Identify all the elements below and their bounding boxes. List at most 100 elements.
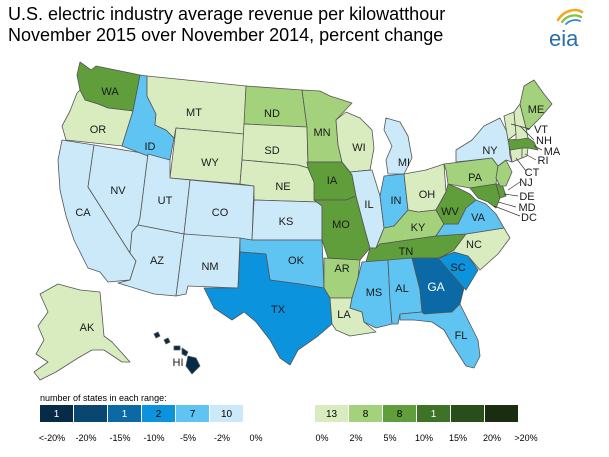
legend-negative-tick-3: -10%	[143, 433, 164, 443]
state-FL[interactable]	[399, 303, 481, 369]
label-NJ: NJ	[519, 177, 532, 189]
legend-negative-bin-count-0: 1	[54, 409, 60, 420]
label-MN: MN	[313, 127, 330, 139]
label-HI: HI	[173, 357, 184, 369]
label-MI: MI	[398, 157, 410, 169]
legend-positive-bin-1	[349, 405, 382, 422]
label-SD: SD	[264, 145, 279, 157]
state-NY[interactable]	[455, 117, 513, 167]
label-LA: LA	[337, 309, 351, 321]
state-HI[interactable]	[153, 331, 201, 375]
label-GA: GA	[427, 280, 444, 294]
legend-positive-bin-count-0: 13	[326, 409, 338, 420]
logo-text: eia	[549, 26, 579, 51]
state-AK[interactable]	[33, 283, 131, 381]
legend-negative-tick-0: <-20%	[39, 433, 65, 443]
label-AL: AL	[395, 283, 408, 295]
legend-positive-bin-4	[451, 405, 484, 422]
hi-island-kauai	[153, 331, 161, 339]
legend-negative-ticks: <-20% -20% -15% -10% -5% -2% 0%	[39, 433, 263, 443]
legend-negative-bin-count-4: 7	[190, 409, 196, 420]
leader-ma	[533, 145, 543, 151]
legend-negative-tick-1: -20%	[75, 433, 96, 443]
legend-negative-bin-5	[210, 405, 243, 422]
title-line-1: U.S. electric industry average revenue p…	[8, 4, 446, 24]
state-WV[interactable]	[435, 183, 477, 225]
label-KS: KS	[279, 216, 294, 228]
label-OH: OH	[419, 189, 436, 201]
state-WY[interactable]	[169, 127, 245, 185]
state-ME[interactable]	[519, 79, 553, 131]
state-labels: WA OR CA NV ID MT WY UT AZ CO NM ND SD N…	[75, 86, 561, 369]
label-AK: AK	[80, 322, 95, 334]
legend-negative-bin-1	[74, 405, 107, 422]
label-MO: MO	[332, 219, 350, 231]
state-TX[interactable]	[203, 251, 333, 366]
label-NV: NV	[110, 185, 126, 197]
legend-negative-bin-3	[142, 405, 175, 422]
label-WY: WY	[201, 157, 219, 169]
label-WA: WA	[101, 86, 119, 98]
state-RI[interactable]	[521, 147, 529, 159]
eia-logo: eia	[536, 6, 596, 52]
label-VT: VT	[534, 124, 548, 136]
legend-negative-tick-5: -2%	[214, 433, 230, 443]
state-MO[interactable]	[313, 195, 371, 261]
label-NM: NM	[201, 261, 218, 273]
label-AR: AR	[334, 263, 349, 275]
legend-positive-tick-6: >20%	[514, 433, 537, 443]
leader-md	[497, 201, 517, 208]
label-CA: CA	[75, 207, 91, 219]
label-IA: IA	[327, 175, 338, 187]
state-MA[interactable]	[507, 137, 539, 151]
legend-negative-tick-6: 0%	[249, 433, 262, 443]
leader-vt	[510, 123, 531, 130]
legend-caption: number of states in each range:	[40, 393, 167, 403]
map-title: U.S. electric industry average revenue p…	[8, 4, 445, 46]
label-RI: RI	[538, 155, 549, 167]
leader-nj	[507, 181, 521, 191]
label-ND: ND	[264, 108, 280, 120]
label-KY: KY	[411, 222, 426, 234]
legend-positive-tick-5: 20%	[483, 433, 501, 443]
legend-positive-bins: 13 8 8 1	[315, 405, 518, 422]
label-NE: NE	[275, 181, 290, 193]
state-WI[interactable]	[335, 111, 375, 173]
state-MI[interactable]	[383, 117, 413, 175]
label-DC: DC	[521, 212, 537, 224]
label-WI: WI	[352, 142, 365, 154]
label-MS: MS	[366, 287, 383, 299]
leader-ri	[524, 153, 537, 161]
title-line-2: November 2015 over November 2014, percen…	[8, 25, 444, 45]
legend-positive-tick-3: 10%	[415, 433, 433, 443]
label-NC: NC	[466, 239, 482, 251]
legend-positive-ticks: 0% 2% 5% 10% 15% 20% >20%	[315, 433, 537, 443]
legend-positive-bin-5	[485, 405, 518, 422]
state-NC[interactable]	[439, 227, 511, 271]
label-NH: NH	[536, 135, 552, 147]
legend-positive-tick-1: 2%	[349, 433, 362, 443]
label-OR: OR	[90, 124, 107, 136]
leader-ct	[515, 157, 527, 172]
legend-positive-bin-3	[417, 405, 450, 422]
label-CT: CT	[525, 167, 540, 179]
label-AZ: AZ	[150, 255, 164, 267]
leader-dc	[493, 205, 521, 217]
hi-island-maui	[181, 347, 189, 357]
legend-negative-bin-count-3: 2	[156, 409, 162, 420]
legend-positive-tick-2: 5%	[383, 433, 396, 443]
label-UT: UT	[158, 195, 173, 207]
legend-negative-bin-2	[108, 405, 141, 422]
legend-negative-bin-count-5: 10	[221, 409, 233, 420]
leader-de	[503, 193, 519, 197]
legend-positive-tick-0: 0%	[315, 433, 328, 443]
hi-island-molokai	[173, 345, 181, 351]
legend-negative-bins: 1 1 2 7 10	[40, 405, 243, 422]
label-TN: TN	[399, 246, 414, 258]
label-PA: PA	[468, 172, 483, 184]
state-ND[interactable]	[243, 85, 308, 128]
label-NY: NY	[482, 145, 498, 157]
label-MT: MT	[186, 107, 202, 119]
leader-nh	[519, 125, 535, 141]
